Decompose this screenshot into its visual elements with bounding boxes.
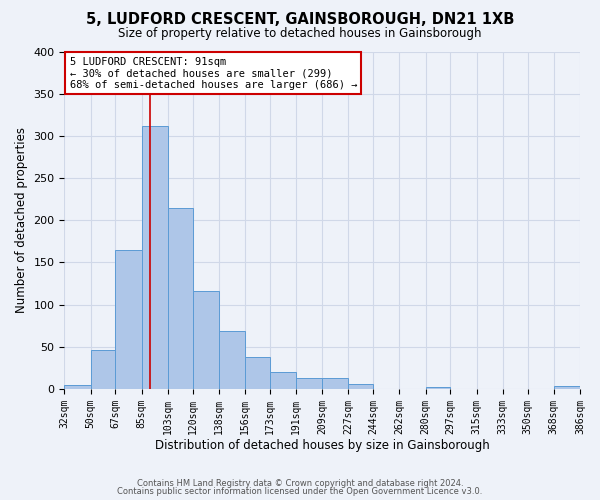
Bar	[270, 372, 296, 389]
Bar	[425, 388, 451, 389]
Bar	[554, 386, 580, 389]
Text: Contains HM Land Registry data © Crown copyright and database right 2024.: Contains HM Land Registry data © Crown c…	[137, 478, 463, 488]
Bar	[142, 126, 168, 389]
Bar	[193, 291, 219, 389]
Bar	[168, 208, 193, 389]
Bar	[115, 250, 142, 389]
Text: Contains public sector information licensed under the Open Government Licence v3: Contains public sector information licen…	[118, 487, 482, 496]
Bar	[64, 385, 91, 389]
Y-axis label: Number of detached properties: Number of detached properties	[15, 127, 28, 313]
Bar	[91, 350, 115, 389]
Text: Size of property relative to detached houses in Gainsborough: Size of property relative to detached ho…	[118, 28, 482, 40]
Bar	[322, 378, 349, 389]
Bar	[219, 331, 245, 389]
X-axis label: Distribution of detached houses by size in Gainsborough: Distribution of detached houses by size …	[155, 440, 490, 452]
Bar	[296, 378, 322, 389]
Text: 5, LUDFORD CRESCENT, GAINSBOROUGH, DN21 1XB: 5, LUDFORD CRESCENT, GAINSBOROUGH, DN21 …	[86, 12, 514, 28]
Bar	[349, 384, 373, 389]
Bar	[245, 357, 270, 389]
Text: 5 LUDFORD CRESCENT: 91sqm
← 30% of detached houses are smaller (299)
68% of semi: 5 LUDFORD CRESCENT: 91sqm ← 30% of detac…	[70, 56, 357, 90]
